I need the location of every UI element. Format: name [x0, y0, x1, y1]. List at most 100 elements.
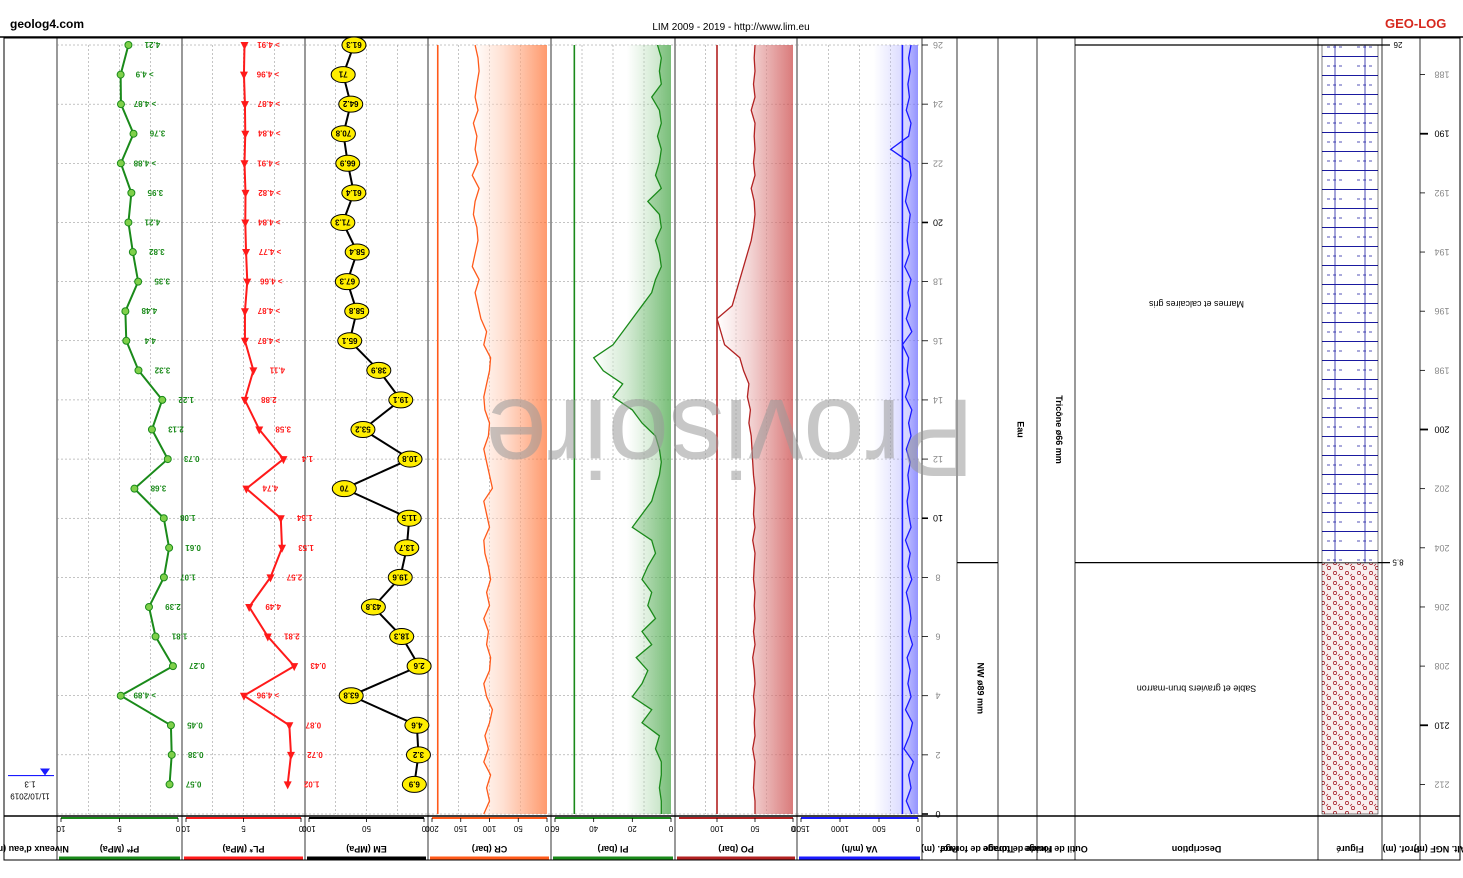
label-outil: Tricône ø66 mm — [1054, 395, 1064, 464]
pl-point — [239, 71, 248, 80]
axis-tick-cr: 0 — [544, 824, 549, 833]
em-point — [341, 184, 367, 202]
watermark: Provisoire — [485, 376, 974, 499]
pl-point — [290, 663, 299, 672]
em-label: 10.8 — [402, 454, 418, 463]
em-label: 70 — [339, 484, 348, 493]
pl-label: > 4.96 — [256, 691, 279, 700]
pl-point — [240, 42, 249, 50]
pf-label: 1.81 — [171, 632, 187, 641]
pf-point — [122, 336, 131, 345]
em-label: 53.2 — [355, 425, 371, 434]
depth-tick: 20 — [933, 217, 943, 227]
pl-point — [240, 308, 249, 317]
altitude-tick: 190 — [1434, 129, 1449, 139]
pl-label: > 4.66 — [259, 277, 282, 286]
em-point — [350, 421, 376, 438]
pl-point — [241, 130, 250, 139]
depth-tick: 14 — [933, 395, 943, 405]
pf-label: 0.57 — [185, 779, 201, 788]
curve-po — [716, 44, 756, 814]
altitude-tick: 210 — [1434, 720, 1449, 730]
axis-tick-po: 0 — [790, 824, 795, 833]
label-fluide: Eau — [1016, 421, 1026, 438]
em-label: 61.4 — [346, 188, 362, 197]
pf-label: 3.76 — [149, 129, 165, 138]
altitude-tick: 192 — [1434, 188, 1449, 198]
pf-point — [116, 691, 125, 700]
layer-depth-marker: 26 — [1393, 40, 1402, 49]
pf-label: 0.27 — [189, 661, 205, 670]
software-credit: LIM 2009 - 2019 - http://www.lim.eu — [652, 22, 809, 33]
em-point — [338, 687, 364, 705]
lithology-marl — [1321, 44, 1379, 563]
altitude-tick: 202 — [1434, 484, 1449, 494]
column-headers: Alt. NGF (m)Prof. (m)FiguréDescriptionOu… — [0, 844, 1463, 860]
curve-pl — [242, 44, 296, 785]
axis-tick-po: 100 — [710, 824, 724, 833]
em-point — [394, 539, 420, 557]
pl-point — [241, 189, 250, 198]
em-label: 66.9 — [339, 158, 355, 167]
depth-tick: 26 — [933, 40, 943, 50]
header-tubage: Tubage de forage — [940, 844, 1014, 854]
altitude-tick: 212 — [1434, 779, 1449, 789]
axis-tick-pl: 5 — [241, 824, 246, 833]
em-point — [341, 36, 367, 54]
em-point — [406, 657, 432, 675]
pl-label: 0.72 — [307, 750, 323, 759]
pf-label: 0.45 — [187, 720, 203, 729]
lithology-sand — [1321, 562, 1379, 815]
pl-label: 1.53 — [298, 543, 314, 552]
pl-point — [240, 101, 249, 110]
altitude-tick: 206 — [1434, 602, 1449, 612]
em-label: 71 — [338, 70, 347, 79]
em-label: 43.8 — [365, 602, 381, 611]
label-tubage: NW ø89 mm — [976, 663, 986, 715]
depth-tick: 18 — [933, 277, 943, 287]
pf-label: 1.22 — [178, 395, 194, 404]
pf-point — [130, 484, 139, 493]
pf-point — [159, 514, 168, 523]
axis-tick-cr: 150 — [454, 824, 468, 833]
em-point — [331, 480, 357, 498]
depth-tick: 24 — [933, 99, 943, 109]
em-point — [330, 66, 356, 84]
pf-point — [165, 780, 174, 789]
em-label: 3.2 — [412, 750, 424, 759]
pl-point — [242, 485, 251, 494]
pf-label: 2.39 — [165, 602, 181, 611]
em-label: 13.7 — [398, 543, 414, 552]
brand-logo: GEO-LOG — [1385, 16, 1446, 31]
axis-tick-pf: 0 — [175, 824, 180, 833]
pl-label: > 4.77 — [258, 247, 281, 256]
axis-tick-cr: 50 — [513, 824, 522, 833]
header-prof_left: Prof. (m) — [1382, 844, 1419, 854]
pf-label: 3.82 — [149, 247, 165, 256]
pl-label: > 4.96 — [256, 70, 279, 79]
pl-label: > 4.84 — [257, 217, 280, 226]
header-niveaux: Niveaux d'eau (m) — [0, 844, 69, 854]
header-fluide: Fluide de forage — [983, 844, 1053, 854]
pl-label: 4.74 — [262, 484, 278, 493]
pf-label: 4.4 — [144, 336, 156, 345]
depth-tick: 12 — [933, 454, 943, 464]
header-po: PO (bar) — [718, 844, 754, 854]
em-point — [396, 509, 422, 527]
layer-description: Sable et graviers brun-marron — [1137, 683, 1257, 693]
pl-point — [245, 603, 254, 612]
em-label: 19.1 — [392, 395, 408, 404]
depth-tick: 0 — [935, 809, 940, 819]
em-point — [330, 213, 356, 231]
curve-cr — [471, 44, 494, 815]
pl-point — [249, 367, 258, 376]
curve-pi — [592, 44, 663, 814]
em-label: 71.3 — [335, 217, 351, 226]
axis-tick-pf: 10 — [56, 824, 65, 833]
website: geolog4.com — [10, 17, 84, 31]
axis-tick-pi: 60 — [550, 824, 559, 833]
depth-tick: 10 — [933, 513, 943, 523]
fill-cr — [472, 45, 547, 814]
